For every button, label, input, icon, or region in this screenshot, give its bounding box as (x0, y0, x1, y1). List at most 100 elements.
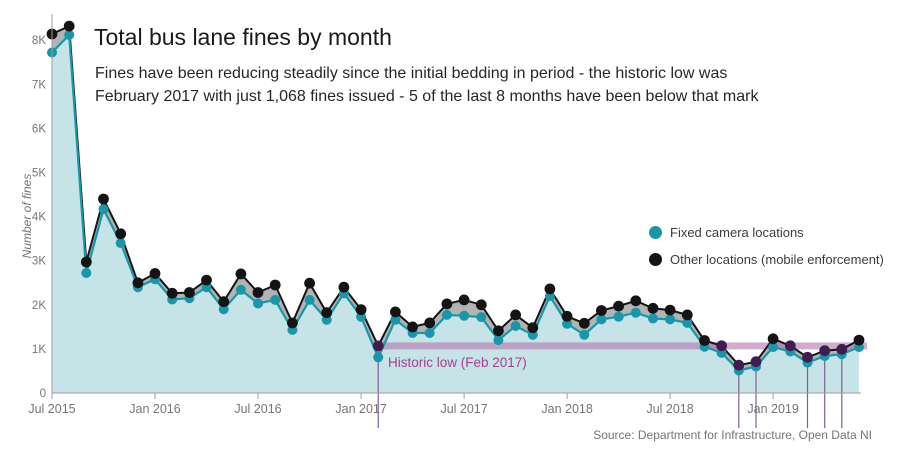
subtitle-line-2: February 2017 with just 1,068 fines issu… (95, 88, 759, 105)
x-tick-label-jan-2018: Jan 2018 (541, 402, 592, 416)
data-point-total-mar-2019[interactable] (802, 351, 813, 363)
data-point-fixed-oct-2015[interactable] (98, 204, 109, 215)
data-point-fixed-mar-2018[interactable] (596, 314, 607, 325)
data-point-total-jan-2019[interactable] (767, 333, 779, 345)
legend-item-other-locations[interactable]: Other locations (mobile enforcement) (649, 246, 884, 273)
data-point-total-nov-2017[interactable] (527, 322, 539, 334)
data-point-total-mar-2016[interactable] (184, 287, 195, 298)
data-point-fixed-sep-2017[interactable] (493, 335, 504, 346)
data-point-fixed-oct-2016[interactable] (304, 294, 315, 305)
data-point-total-may-2016[interactable] (218, 296, 230, 308)
data-point-total-apr-2016[interactable] (201, 274, 212, 286)
data-point-total-nov-2015[interactable] (115, 228, 127, 240)
data-point-fixed-oct-2017[interactable] (510, 321, 521, 331)
data-point-fixed-aug-2017[interactable] (476, 312, 487, 323)
data-point-total-apr-2018[interactable] (613, 300, 624, 312)
data-point-fixed-may-2018[interactable] (630, 307, 641, 318)
data-point-total-jul-2016[interactable] (252, 287, 264, 298)
data-point-total-oct-2017[interactable] (510, 309, 521, 321)
data-point-fixed-mar-2017[interactable] (390, 314, 401, 325)
data-point-total-jun-2017[interactable] (441, 298, 453, 310)
data-point-total-apr-2017[interactable] (407, 321, 418, 333)
data-point-total-jun-2018[interactable] (647, 302, 659, 314)
data-point-total-dec-2017[interactable] (544, 283, 556, 295)
data-point-fixed-nov-2015[interactable] (115, 238, 126, 249)
legend-item-fixed-cameras[interactable]: Fixed camera locations (649, 219, 884, 246)
data-point-total-sep-2016[interactable] (287, 317, 298, 329)
historic-low-band (378, 342, 867, 350)
y-tick-label-2K: 2K (32, 300, 46, 312)
data-point-total-feb-2019[interactable] (784, 340, 796, 352)
historic-low-label: Historic low (Feb 2017) (388, 355, 527, 370)
data-point-total-aug-2016[interactable] (269, 279, 281, 291)
data-point-total-sep-2017[interactable] (493, 325, 504, 337)
data-point-total-nov-2016[interactable] (321, 307, 333, 319)
data-point-total-may-2018[interactable] (630, 295, 642, 307)
data-point-total-dec-2018[interactable] (750, 356, 762, 368)
data-point-total-apr-2019[interactable] (819, 345, 831, 357)
data-point-fixed-aug-2016[interactable] (270, 294, 281, 305)
data-point-total-jan-2018[interactable] (561, 310, 573, 322)
y-axis-title: Number of fines (20, 173, 34, 259)
data-point-fixed-jun-2017[interactable] (441, 309, 452, 320)
x-tick-label-jan-2017: Jan 2017 (335, 402, 386, 416)
data-point-fixed-jul-2017[interactable] (459, 310, 470, 321)
data-point-fixed-jan-2018[interactable] (562, 318, 573, 329)
x-tick-label-jan-2016: Jan 2016 (129, 402, 180, 416)
y-tick-label-5K: 5K (32, 168, 46, 180)
y-tick-label-8K: 8K (32, 35, 46, 47)
x-tick-label-jul-2016: Jul 2016 (234, 402, 281, 416)
data-point-total-may-2019[interactable] (836, 343, 848, 355)
y-tick-label-6K: 6K (32, 123, 46, 135)
data-point-fixed-sep-2015[interactable] (81, 268, 92, 278)
data-point-fixed-jun-2016[interactable] (235, 284, 246, 295)
data-point-total-aug-2015[interactable] (63, 20, 75, 32)
data-point-fixed-feb-2018[interactable] (579, 329, 590, 340)
data-point-total-feb-2017[interactable] (372, 340, 384, 352)
data-point-total-mar-2017[interactable] (390, 306, 401, 318)
data-point-total-oct-2016[interactable] (304, 277, 315, 289)
data-point-total-aug-2018[interactable] (681, 309, 693, 321)
data-point-fixed-jul-2018[interactable] (665, 314, 676, 325)
source-attribution: Source: Department for Infrastructure, O… (593, 428, 872, 442)
data-point-total-mar-2018[interactable] (596, 305, 607, 316)
data-point-total-jul-2018[interactable] (664, 304, 676, 316)
y-tick-label-1K: 1K (32, 344, 46, 356)
data-point-total-jun-2016[interactable] (235, 268, 247, 280)
data-point-total-dec-2015[interactable] (132, 277, 144, 289)
x-tick-label-jul-2017: Jul 2017 (440, 402, 487, 416)
y-tick-label-7K: 7K (32, 79, 46, 91)
data-point-total-feb-2018[interactable] (578, 317, 590, 329)
data-point-fixed-apr-2018[interactable] (613, 311, 624, 322)
legend-dot-other-icon (649, 253, 662, 266)
data-point-total-aug-2017[interactable] (475, 299, 487, 311)
data-point-total-jun-2019[interactable] (853, 334, 865, 346)
data-point-total-feb-2016[interactable] (166, 287, 178, 299)
data-point-fixed-aug-2015[interactable] (64, 29, 75, 40)
data-point-total-nov-2018[interactable] (733, 359, 745, 371)
data-point-total-sep-2018[interactable] (699, 335, 710, 346)
data-point-fixed-jul-2016[interactable] (253, 298, 263, 309)
x-tick-label-jul-2015: Jul 2015 (28, 402, 75, 416)
x-tick-label-jul-2018: Jul 2018 (646, 402, 693, 416)
data-point-fixed-jan-2019[interactable] (768, 342, 779, 353)
data-point-fixed-aug-2018[interactable] (682, 317, 693, 328)
data-point-total-sep-2015[interactable] (80, 256, 92, 268)
legend-dot-fixed-icon (649, 226, 662, 239)
data-point-total-jul-2017[interactable] (458, 294, 470, 306)
data-point-total-may-2017[interactable] (424, 317, 436, 329)
data-point-fixed-feb-2017[interactable] (373, 352, 384, 363)
y-tick-label-0: 0 (40, 388, 46, 400)
data-point-total-jan-2016[interactable] (149, 268, 161, 279)
data-point-fixed-may-2017[interactable] (424, 328, 435, 338)
data-point-fixed-jun-2018[interactable] (648, 313, 658, 324)
data-point-total-dec-2016[interactable] (338, 281, 350, 293)
legend: Fixed camera locations Other locations (… (649, 219, 884, 273)
data-point-total-oct-2015[interactable] (98, 193, 109, 205)
data-point-fixed-may-2016[interactable] (218, 304, 229, 315)
data-point-total-jan-2017[interactable] (355, 304, 367, 316)
data-point-total-oct-2018[interactable] (716, 340, 727, 352)
subtitle-line-1: Fines have been reducing steadily since … (95, 65, 728, 82)
